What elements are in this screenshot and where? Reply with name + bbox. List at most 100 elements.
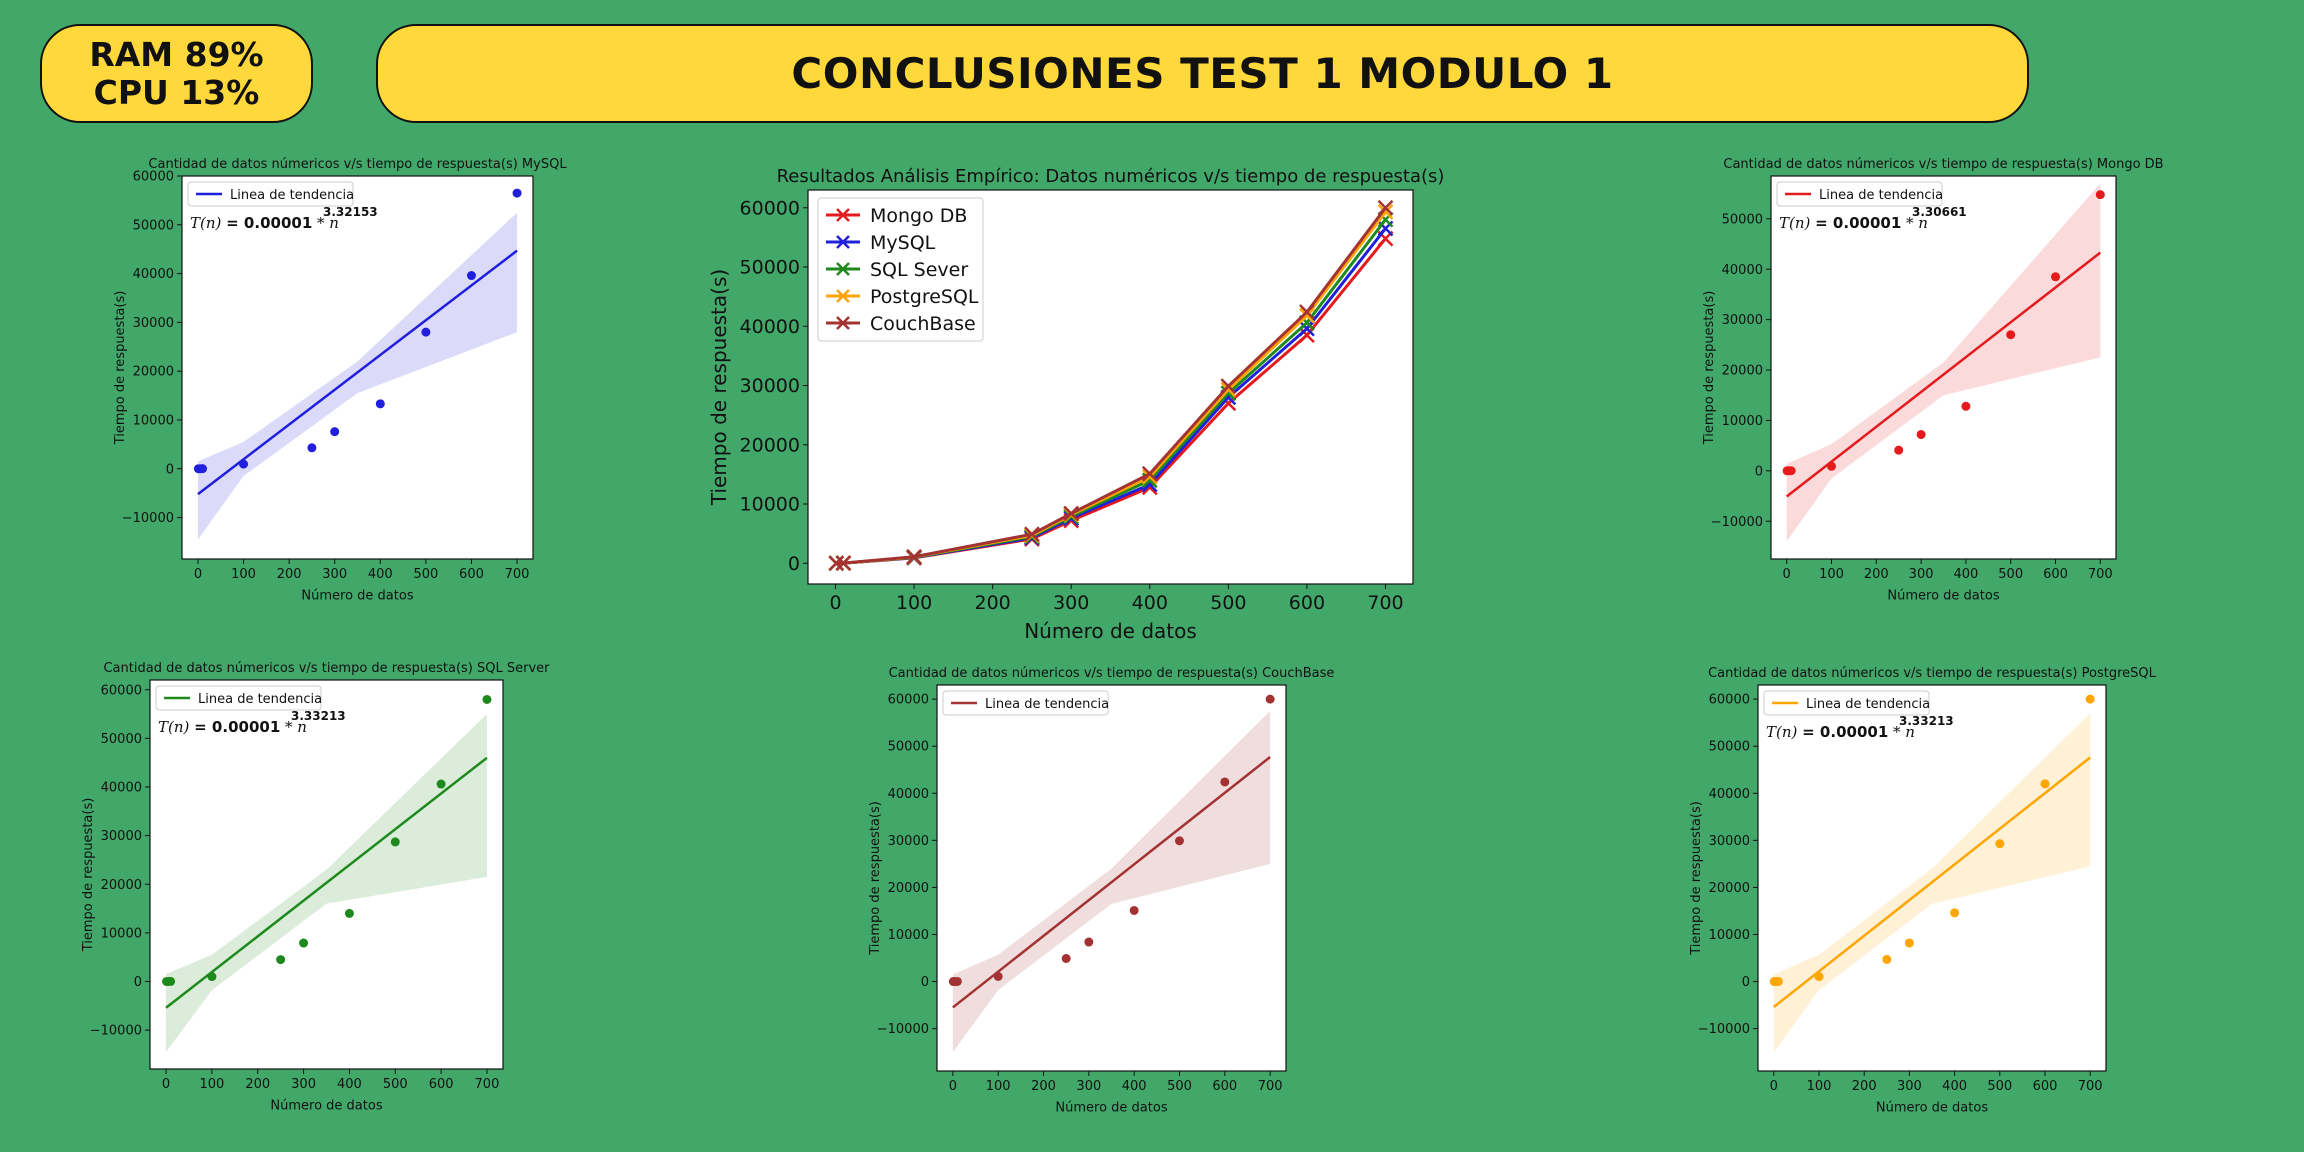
x-tick-label: 700: [1367, 592, 1403, 614]
ram-usage: RAM 89%: [89, 34, 264, 74]
data-point: [1220, 777, 1230, 787]
x-axis-label: Número de datos: [1887, 589, 1999, 604]
formula-annotation: T(n) = 0.00001 * n: [158, 718, 307, 736]
series-point: [835, 555, 852, 572]
x-tick-label: 600: [2033, 1079, 2058, 1094]
formula-annotation: T(n) = 0.00001 * n: [190, 214, 339, 232]
x-tick-label: 200: [975, 592, 1011, 614]
y-tick-label: 60000: [1709, 693, 1750, 708]
y-tick-label: 0: [1742, 975, 1750, 990]
x-tick-label: 300: [322, 567, 347, 582]
plot-area: [937, 685, 1286, 1071]
series-point: [1024, 526, 1040, 543]
plot-frame: [1757, 684, 2107, 1072]
x-tick-label: 600: [2043, 567, 2068, 582]
data-point: [1904, 938, 1914, 948]
y-axis-label: Tiempo de respuesta(s): [113, 291, 128, 446]
data-point: [2040, 779, 2050, 789]
x-tick-label: 0: [162, 1077, 170, 1092]
chart-mongo: Cantidad de datos númericos v/s tiempo d…: [1702, 157, 2164, 604]
x-tick-label: 400: [337, 1077, 362, 1092]
x-tick-label: 700: [2078, 1079, 2103, 1094]
y-tick-label: −10000: [122, 511, 174, 526]
x-tick-label: 300: [291, 1077, 316, 1092]
series-point: [1299, 304, 1315, 320]
cpu-usage: CPU 13%: [93, 72, 260, 112]
data-point: [2051, 272, 2061, 282]
chart-title: Cantidad de datos númericos v/s tiempo d…: [148, 157, 567, 172]
data-point: [1882, 954, 1892, 964]
x-tick-label: 100: [1807, 1079, 1832, 1094]
chart-title: Cantidad de datos númericos v/s tiempo d…: [889, 666, 1335, 681]
x-tick-label: 600: [1289, 592, 1325, 614]
data-point: [512, 188, 522, 198]
y-tick-label: −10000: [90, 1024, 142, 1039]
y-tick-label: 50000: [1722, 212, 1763, 227]
y-tick-label: 0: [921, 975, 929, 990]
data-point: [482, 694, 492, 704]
series-point: [1220, 378, 1237, 394]
y-tick-label: 20000: [888, 881, 929, 896]
series-point: [1299, 307, 1315, 324]
legend-box: [942, 690, 1109, 716]
data-point: [375, 399, 385, 409]
chart-sqlserver: Cantidad de datos númericos v/s tiempo d…: [81, 661, 550, 1114]
formula-annotation: T(n) = 0.00001 * n: [1779, 214, 1928, 232]
legend-marker: [836, 262, 850, 276]
data-point: [1916, 430, 1926, 440]
x-tick-label: 500: [383, 1077, 408, 1092]
x-tick-label: 300: [1897, 1079, 1922, 1094]
y-tick-label: 30000: [101, 829, 142, 844]
legend: Linea de tendencia: [187, 181, 354, 207]
x-tick-label: 100: [896, 592, 932, 614]
data-point: [2095, 190, 2105, 200]
y-tick-label: 30000: [133, 316, 174, 331]
data-point: [1061, 953, 1071, 963]
y-tick-label: 10000: [888, 928, 929, 943]
data-point: [166, 976, 176, 986]
series-point: [1377, 204, 1394, 220]
data-point: [390, 837, 400, 847]
y-tick-label: 30000: [1709, 834, 1750, 849]
data-point: [299, 938, 309, 948]
legend-marker: [836, 208, 850, 222]
y-tick-label: 10000: [1722, 414, 1763, 429]
formula-exponent: 3.30661: [1912, 205, 1967, 219]
y-tick-label: 0: [134, 975, 142, 990]
y-tick-label: 40000: [133, 267, 174, 282]
y-axis-label: Tiempo de respuesta(s): [707, 269, 731, 506]
trend-line: [952, 756, 1271, 1009]
y-tick-label: −10000: [877, 1022, 929, 1037]
legend-label: CouchBase: [870, 313, 976, 335]
y-tick-label: 40000: [1722, 263, 1763, 278]
legend: Linea de tendencia: [1763, 690, 1930, 716]
x-tick-label: 200: [1864, 567, 1889, 582]
legend-label: MySQL: [870, 232, 936, 254]
legend: Mongo DB MySQL SQL Sever PostgreSQL CouchBas…: [817, 197, 984, 342]
legend-label: Linea de tendencia: [1819, 188, 1943, 203]
legend-label: SQL Sever: [870, 259, 968, 281]
x-tick-label: 100: [199, 1077, 224, 1092]
x-tick-label: 100: [986, 1079, 1011, 1094]
legend-box: [817, 197, 984, 342]
x-tick-label: 100: [1819, 567, 1844, 582]
x-tick-label: 0: [1770, 1079, 1778, 1094]
formula-exponent: 3.32153: [323, 205, 378, 219]
legend-label: Linea de tendencia: [198, 692, 322, 707]
x-tick-label: 400: [368, 567, 393, 582]
x-tick-label: 0: [194, 567, 202, 582]
plot-frame: [149, 679, 504, 1070]
y-tick-label: 20000: [740, 434, 800, 456]
x-tick-label: 400: [1132, 592, 1168, 614]
series-point: [1141, 468, 1158, 485]
x-axis-label: Número de datos: [270, 1099, 382, 1114]
legend-marker: [836, 235, 850, 249]
y-tick-label: 60000: [133, 170, 174, 185]
data-point: [421, 327, 431, 337]
y-tick-label: 30000: [1722, 313, 1763, 328]
chart-title: Cantidad de datos númericos v/s tiempo d…: [1708, 666, 2157, 681]
trend-line: [1773, 756, 2091, 1008]
confidence-band: [1786, 183, 2101, 542]
data-point: [1084, 937, 1094, 947]
x-tick-label: 300: [1909, 567, 1934, 582]
